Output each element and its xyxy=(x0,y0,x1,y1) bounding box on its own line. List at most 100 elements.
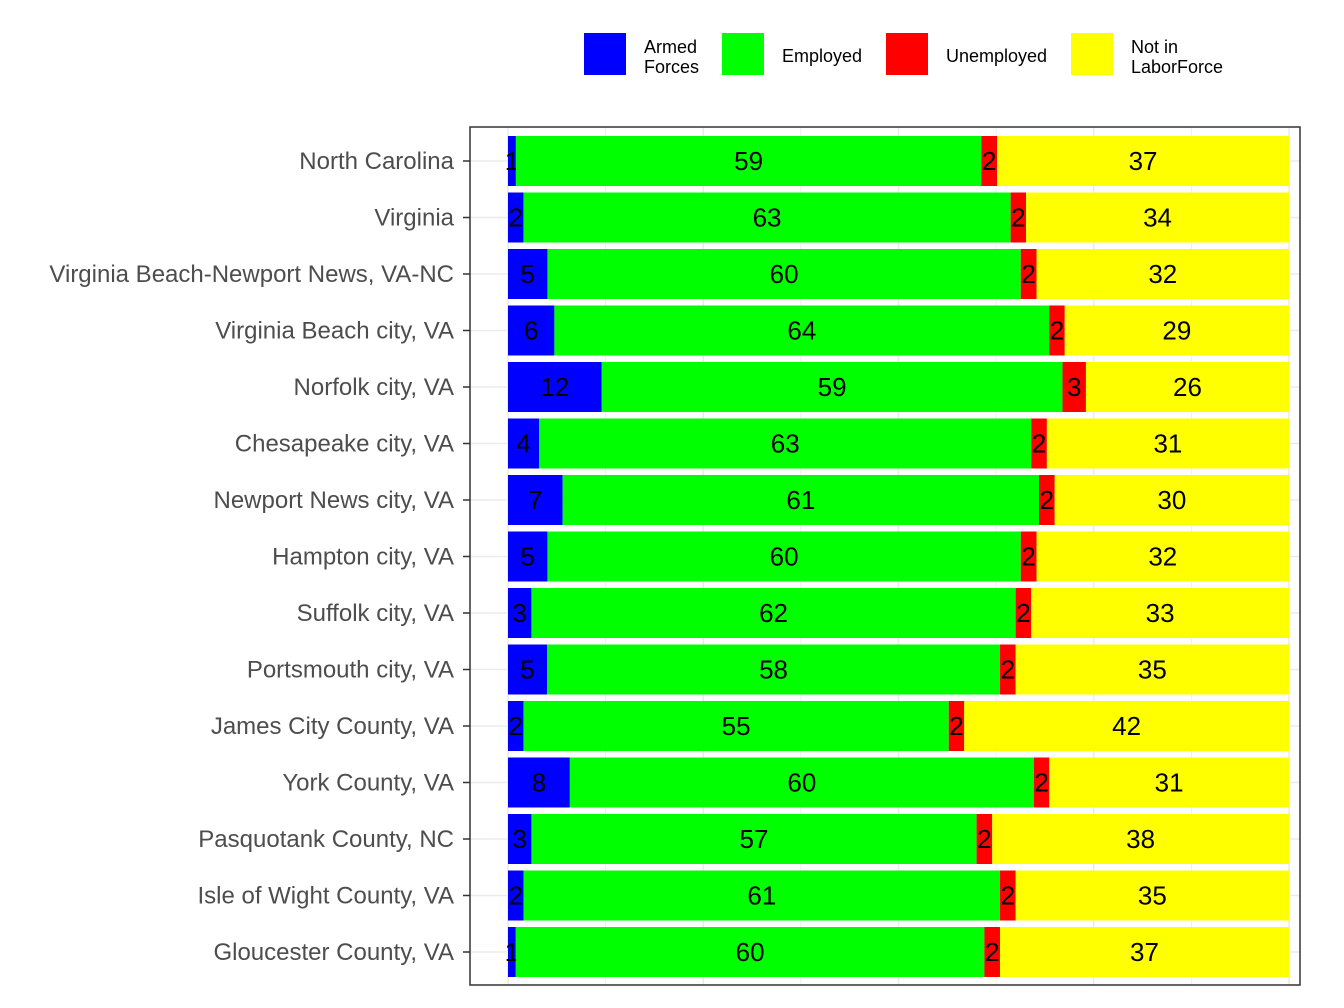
bar-employed xyxy=(554,305,1050,356)
data-label-unemployed: 2 xyxy=(982,146,996,176)
bar-unemployed xyxy=(1049,305,1065,356)
bar-employed xyxy=(531,588,1016,638)
bar-unemployed xyxy=(1000,870,1016,921)
bar-row-newport-news-city-va: 7 61 2 30 xyxy=(508,475,1289,525)
legend-key xyxy=(1071,33,1113,75)
legend-item-unemployed: Unemployed xyxy=(886,33,1047,75)
data-label-unemployed: 2 xyxy=(1050,316,1064,346)
data-label-employed: 60 xyxy=(770,259,799,289)
y-tick-label: Hampton city, VA xyxy=(272,544,454,571)
bar-armed-forces xyxy=(508,644,548,695)
bar-armed-forces xyxy=(508,136,516,186)
bar-armed-forces xyxy=(508,588,532,638)
bar-unemployed xyxy=(1033,757,1050,808)
bar-not-in-laborforce xyxy=(964,701,1289,751)
y-tick-label: Chesapeake city, VA xyxy=(235,431,454,458)
bar-not-in-laborforce xyxy=(1046,418,1289,469)
bar-row-norfolk-city-va: 12 59 3 26 xyxy=(508,362,1289,412)
data-label-employed: 61 xyxy=(786,485,815,515)
data-label-unemployed: 2 xyxy=(1021,542,1035,572)
data-label-armed-forces: 3 xyxy=(512,824,526,854)
data-label-unemployed: 2 xyxy=(1034,768,1048,798)
bar-row-james-city-county-va: 2 55 2 42 xyxy=(508,701,1289,751)
bar-row-chesapeake-city-va: 4 63 2 31 xyxy=(508,418,1289,469)
data-label-not-in-laborforce: 31 xyxy=(1153,429,1182,459)
data-label-employed: 59 xyxy=(818,372,847,402)
bar-armed-forces xyxy=(508,305,555,356)
bar-row-gloucester-county-va: 1 60 2 37 xyxy=(505,927,1289,977)
y-tick-label: Suffolk city, VA xyxy=(297,600,454,627)
data-label-armed-forces: 5 xyxy=(520,259,534,289)
y-tick-label: Gloucester County, VA xyxy=(213,939,454,966)
bar-employed xyxy=(562,475,1040,525)
data-label-not-in-laborforce: 37 xyxy=(1130,937,1159,967)
data-label-armed-forces: 2 xyxy=(508,203,522,233)
data-label-not-in-laborforce: 35 xyxy=(1138,881,1167,911)
data-label-employed: 55 xyxy=(722,711,751,741)
bar-not-in-laborforce xyxy=(1049,757,1289,808)
data-label-employed: 60 xyxy=(736,937,765,967)
bar-row-suffolk-city-va: 3 62 2 33 xyxy=(508,588,1289,638)
y-tick-label: Isle of Wight County, VA xyxy=(197,883,454,910)
data-label-employed: 60 xyxy=(787,768,816,798)
data-label-unemployed: 2 xyxy=(1001,655,1015,685)
y-tick-label: James City County, VA xyxy=(211,713,454,740)
data-label-not-in-laborforce: 29 xyxy=(1162,316,1191,346)
data-label-unemployed: 2 xyxy=(1021,259,1035,289)
data-label-unemployed: 2 xyxy=(985,937,999,967)
bar-not-in-laborforce xyxy=(1031,588,1289,638)
data-label-employed: 59 xyxy=(734,146,763,176)
bar-armed-forces xyxy=(508,362,602,412)
data-label-unemployed: 2 xyxy=(977,824,991,854)
bar-employed xyxy=(531,814,977,864)
bar-not-in-laborforce xyxy=(1085,362,1289,412)
bar-row-york-county-va: 8 60 2 31 xyxy=(508,757,1289,808)
data-label-employed: 64 xyxy=(787,316,816,346)
bar-employed xyxy=(601,362,1063,412)
data-label-employed: 58 xyxy=(759,655,788,685)
bar-not-in-laborforce xyxy=(1026,192,1289,243)
bar-unemployed xyxy=(1015,588,1032,638)
data-label-not-in-laborforce: 30 xyxy=(1157,485,1186,515)
data-label-employed: 57 xyxy=(740,824,769,854)
bar-employed xyxy=(547,249,1021,299)
bar-armed-forces xyxy=(508,475,563,525)
data-label-unemployed: 2 xyxy=(1001,881,1015,911)
data-label-armed-forces: 5 xyxy=(520,655,534,685)
bar-unemployed xyxy=(1000,644,1016,695)
bar-armed-forces xyxy=(508,192,524,243)
bar-row-hampton-city-va: 5 60 2 32 xyxy=(508,531,1289,582)
legend-key xyxy=(584,33,626,75)
data-label-armed-forces: 7 xyxy=(528,485,542,515)
y-tick-label: Virginia Beach city, VA xyxy=(215,318,454,345)
bar-not-in-laborforce xyxy=(1036,531,1289,582)
bar-row-isle-of-wight-county-va: 2 61 2 35 xyxy=(508,870,1289,921)
bar-armed-forces xyxy=(508,418,540,469)
bar-armed-forces xyxy=(508,870,524,921)
bar-unemployed xyxy=(976,814,993,864)
bar-employed xyxy=(515,927,985,977)
data-label-armed-forces: 3 xyxy=(512,598,526,628)
bar-employed xyxy=(569,757,1034,808)
bar-not-in-laborforce xyxy=(1054,475,1289,525)
bar-not-in-laborforce xyxy=(1015,644,1289,695)
legend-item-armed-forces: Armed Forces xyxy=(584,33,699,77)
data-label-not-in-laborforce: 32 xyxy=(1148,542,1177,572)
bar-not-in-laborforce xyxy=(1015,870,1289,921)
data-label-armed-forces: 2 xyxy=(508,711,522,741)
data-label-not-in-laborforce: 35 xyxy=(1138,655,1167,685)
legend-label: Not in LaborForce xyxy=(1131,37,1223,77)
bar-armed-forces xyxy=(508,814,532,864)
data-label-not-in-laborforce: 38 xyxy=(1126,824,1155,854)
bar-unemployed xyxy=(1039,475,1055,525)
bar-not-in-laborforce xyxy=(992,814,1289,864)
data-label-unemployed: 2 xyxy=(1040,485,1054,515)
data-label-not-in-laborforce: 26 xyxy=(1173,372,1202,402)
bar-armed-forces xyxy=(508,757,570,808)
y-tick-label: Norfolk city, VA xyxy=(294,374,454,401)
data-label-armed-forces: 5 xyxy=(520,542,534,572)
data-label-not-in-laborforce: 33 xyxy=(1146,598,1175,628)
bar-row-portsmouth-city-va: 5 58 2 35 xyxy=(508,644,1289,695)
